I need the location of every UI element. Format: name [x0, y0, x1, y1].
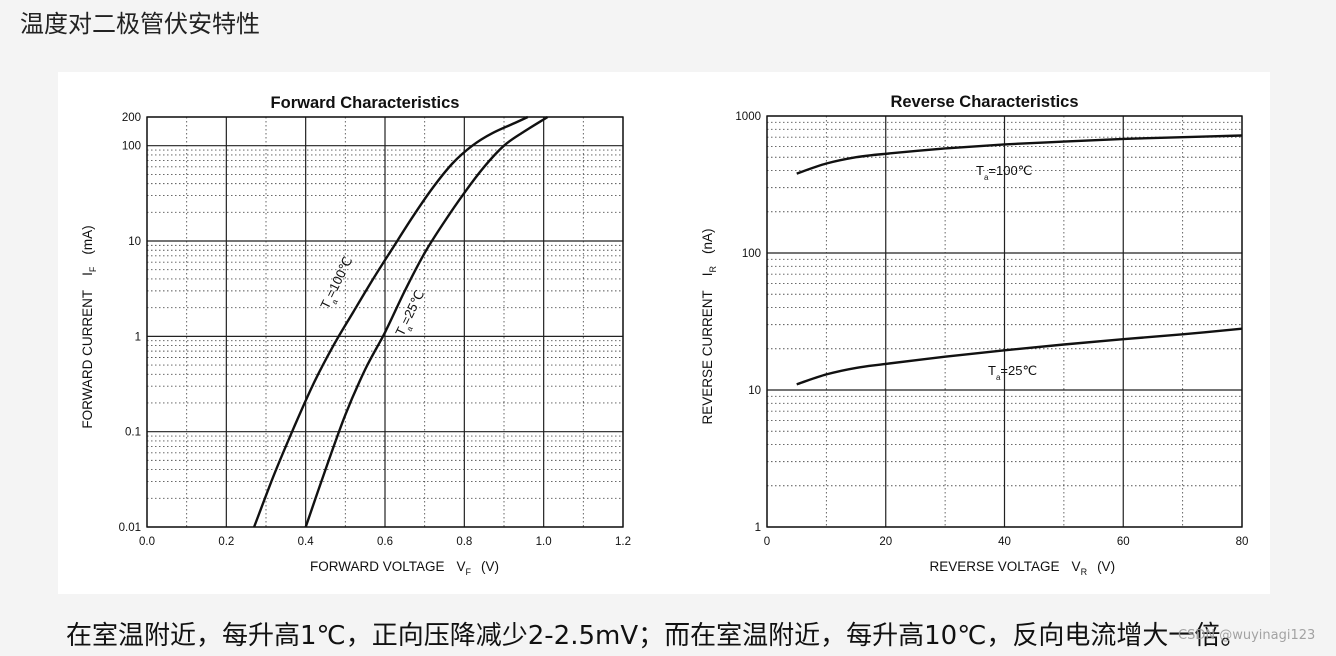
series-label-0: Ta=100℃: [317, 254, 359, 313]
y-tick-label: 1: [755, 522, 761, 534]
series-line-1: [796, 327, 1243, 386]
x-tick-label: 0.2: [218, 536, 234, 548]
y-axis-label-main: REVERSE CURRENT: [700, 290, 715, 424]
x-axis-label: FORWARD VOLTAGE VF (V): [310, 559, 499, 577]
y-tick-label: 100: [122, 141, 141, 153]
y-tick-label: 10: [748, 385, 761, 397]
x-tick-label: 40: [998, 536, 1011, 548]
series-label-main: T: [976, 163, 984, 178]
plot-frame: [766, 115, 1243, 528]
chart-title: Reverse Characteristics: [890, 93, 1078, 111]
series-label-0: Ta=100℃: [976, 163, 1032, 182]
x-tick-label: 1.2: [615, 536, 631, 548]
y-tick-label: 1000: [735, 111, 761, 123]
charts-figure: 0.0 0.2 0.4 0.6 0.8 1.0 1.20.010.1110100200For…: [80, 93, 1248, 577]
y-axis-label: FORWARD CURRENT IF (mA): [80, 225, 98, 428]
series-label-subscript: a: [996, 373, 1001, 382]
y-axis-label-main: FORWARD CURRENT: [80, 290, 95, 429]
series-line-1: [304, 115, 549, 528]
figure-panel: 0.0 0.2 0.4 0.6 0.8 1.0 1.2 0.01 0.1 1 10 100 200 For…: [58, 72, 1270, 594]
series-label-rest: =100℃: [323, 254, 356, 300]
y-tick-label: 10: [128, 236, 141, 248]
series-label-rest: =25℃: [1000, 363, 1037, 378]
x-tick-label: 0.8: [456, 536, 472, 548]
series-label-1: Ta=25℃: [988, 363, 1037, 382]
x-tick-label: 0: [764, 536, 770, 548]
y-tick-label: 1: [135, 331, 141, 343]
y-axis-label-unit: (nA): [700, 228, 715, 254]
series-label-subscript: a: [330, 297, 340, 305]
x-axis-label: REVERSE VOLTAGE VR (V): [930, 559, 1116, 577]
y-axis-label-unit: (mA): [80, 225, 95, 254]
chart-1: 0 20 40 60 80 1 10 100 1000 Reverse Characteristi…: [700, 93, 1248, 577]
x-tick-label: 80: [1236, 536, 1249, 548]
plot-frame: [146, 116, 624, 528]
x-tick-label: 20: [879, 536, 892, 548]
y-axis-label-subscript: R: [708, 265, 718, 272]
series-label-rest: =25℃: [398, 288, 428, 328]
x-axis-label-unit: (V): [1097, 559, 1115, 574]
y-tick-label: 0.01: [119, 522, 141, 534]
x-axis-label-symbol: V: [457, 559, 466, 574]
x-axis-label-unit: (V): [481, 559, 499, 574]
x-tick-label: 60: [1117, 536, 1130, 548]
series-line-0: [796, 134, 1243, 175]
y-tick-label: 200: [122, 112, 141, 124]
y-tick-label: 100: [742, 248, 761, 260]
y-axis-label-symbol: I: [80, 272, 95, 276]
chart-0: 0.0 0.2 0.4 0.6 0.8 1.0 1.2 0.01 0.1 1 10 100 200 For…: [80, 94, 631, 577]
x-axis-label-main: FORWARD VOLTAGE: [310, 559, 445, 574]
x-axis-label-subscript: R: [1081, 567, 1088, 577]
y-tick-label: 0.1: [125, 427, 141, 439]
y-axis-label-subscript: F: [88, 266, 98, 272]
series-line-0: [252, 115, 529, 528]
watermark: CSDN @wuyinagi123: [1178, 628, 1316, 643]
series-label-rest: =100℃: [988, 163, 1032, 178]
y-axis-label-symbol: I: [700, 272, 715, 276]
caption-text: 在室温附近，每升高1℃，正向压降减少2-2.5mV；而在室温附近，每升高10℃，…: [66, 621, 1247, 651]
series-label-subscript: a: [984, 173, 989, 182]
x-tick-label: 0.0: [139, 536, 155, 548]
page-title: 温度对二极管伏安特性: [20, 10, 260, 38]
y-axis-label: REVERSE CURRENT IR (nA): [700, 228, 718, 424]
series-label-main: T: [988, 363, 996, 378]
x-tick-label: 0.4: [298, 536, 315, 548]
x-axis-label-subscript: F: [466, 567, 472, 577]
series-label-subscript: a: [405, 324, 415, 332]
chart-title: Forward Characteristics: [271, 94, 460, 112]
x-tick-label: 1.0: [536, 536, 552, 548]
x-axis-label-main: REVERSE VOLTAGE: [930, 559, 1060, 574]
x-tick-label: 0.6: [377, 536, 393, 548]
x-axis-label-symbol: V: [1072, 559, 1081, 574]
